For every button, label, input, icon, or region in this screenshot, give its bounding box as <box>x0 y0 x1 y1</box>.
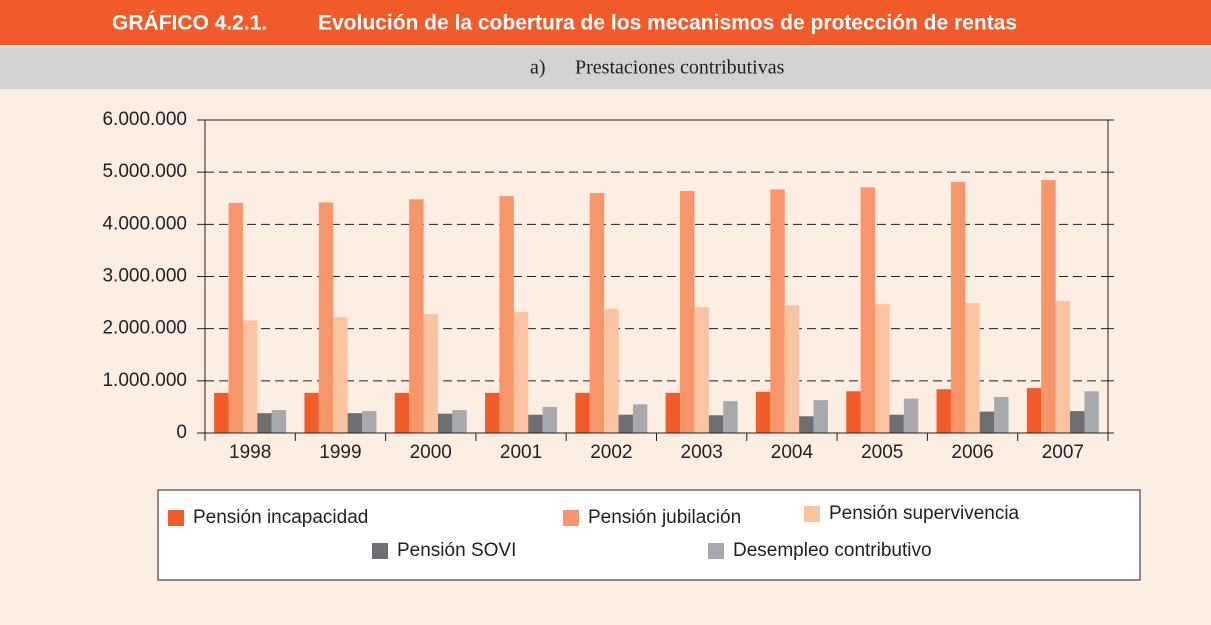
bar <box>499 196 514 433</box>
bar <box>528 414 543 433</box>
bar <box>723 401 738 433</box>
x-tick-label: 2000 <box>410 442 452 463</box>
title-bar <box>0 0 1211 45</box>
y-tick-label: 1.000.000 <box>102 370 187 391</box>
y-tick-label: 5.000.000 <box>102 161 187 182</box>
legend-swatch <box>804 506 820 522</box>
bar <box>304 392 319 433</box>
bar <box>228 202 243 433</box>
bar <box>1070 411 1085 433</box>
bar <box>994 397 1009 433</box>
x-tick-label: 2003 <box>681 442 723 463</box>
bar <box>813 400 828 433</box>
legend-swatch <box>372 543 388 559</box>
legend-swatch <box>563 510 579 526</box>
bar <box>755 391 771 433</box>
bar <box>965 303 980 433</box>
x-tick-label: 2005 <box>861 442 903 463</box>
bar <box>875 304 890 433</box>
legend-label: Pensión supervivencia <box>829 503 1020 524</box>
bar <box>452 410 467 433</box>
y-tick-label: 3.000.000 <box>102 266 187 287</box>
bar <box>423 314 438 433</box>
y-tick-label: 0 <box>176 422 187 443</box>
legend-label: Pensión jubilación <box>588 507 741 528</box>
y-tick-label: 2.000.000 <box>102 318 187 339</box>
bar <box>936 389 951 433</box>
bar <box>575 392 590 433</box>
bar <box>214 392 229 433</box>
bar <box>1026 388 1042 433</box>
bar <box>1041 179 1056 433</box>
bar <box>889 414 904 433</box>
bar <box>784 305 800 433</box>
y-tick-label: 4.000.000 <box>102 213 187 234</box>
chart-title: Evolución de la cobertura de los mecanis… <box>318 12 1017 35</box>
legend-label: Pensión incapacidad <box>193 507 368 528</box>
x-tick-label: 2004 <box>771 442 814 463</box>
bar <box>333 317 348 433</box>
legend-swatch <box>708 543 724 559</box>
legend-swatch <box>168 510 184 526</box>
legend-label: Desempleo contributivo <box>733 540 932 561</box>
bar <box>485 392 500 433</box>
legend-label: Pensión SOVI <box>397 540 516 561</box>
bar <box>362 411 377 433</box>
bar <box>1055 301 1071 433</box>
x-tick-label: 1999 <box>319 442 361 463</box>
bar <box>979 411 995 433</box>
bar <box>680 190 695 433</box>
bar <box>1084 391 1099 433</box>
bar <box>618 414 633 433</box>
x-tick-label: 2007 <box>1042 442 1084 463</box>
bar <box>257 413 272 433</box>
bar <box>409 199 424 433</box>
bar <box>708 415 724 433</box>
y-tick-label: 6.000.000 <box>102 109 187 130</box>
bar <box>604 308 619 433</box>
x-tick-label: 2006 <box>951 442 993 463</box>
bar <box>542 406 558 433</box>
subtitle-bar <box>0 47 1211 89</box>
bar <box>903 398 919 433</box>
plot-frame <box>204 119 1109 433</box>
subtitle-label: a) <box>530 57 546 79</box>
bar <box>242 320 258 433</box>
bar <box>770 189 785 433</box>
bar <box>694 307 709 433</box>
bar <box>347 413 363 433</box>
bar <box>318 202 334 433</box>
bar <box>271 410 287 433</box>
bar <box>860 187 876 433</box>
subtitle: Prestaciones contributivas <box>575 57 785 79</box>
bar <box>394 392 410 433</box>
bar <box>589 193 605 433</box>
bar <box>513 311 529 433</box>
bar <box>437 413 453 433</box>
x-tick-label: 1998 <box>229 442 271 463</box>
x-tick-label: 2002 <box>590 442 632 463</box>
legend-box <box>157 489 1141 581</box>
bar <box>950 182 966 433</box>
bar <box>846 391 861 433</box>
bar <box>665 392 681 433</box>
x-tick-label: 2001 <box>500 442 542 463</box>
chart-label: GRÁFICO 4.2.1. <box>112 12 267 35</box>
bar <box>632 404 648 433</box>
bar <box>799 416 814 433</box>
